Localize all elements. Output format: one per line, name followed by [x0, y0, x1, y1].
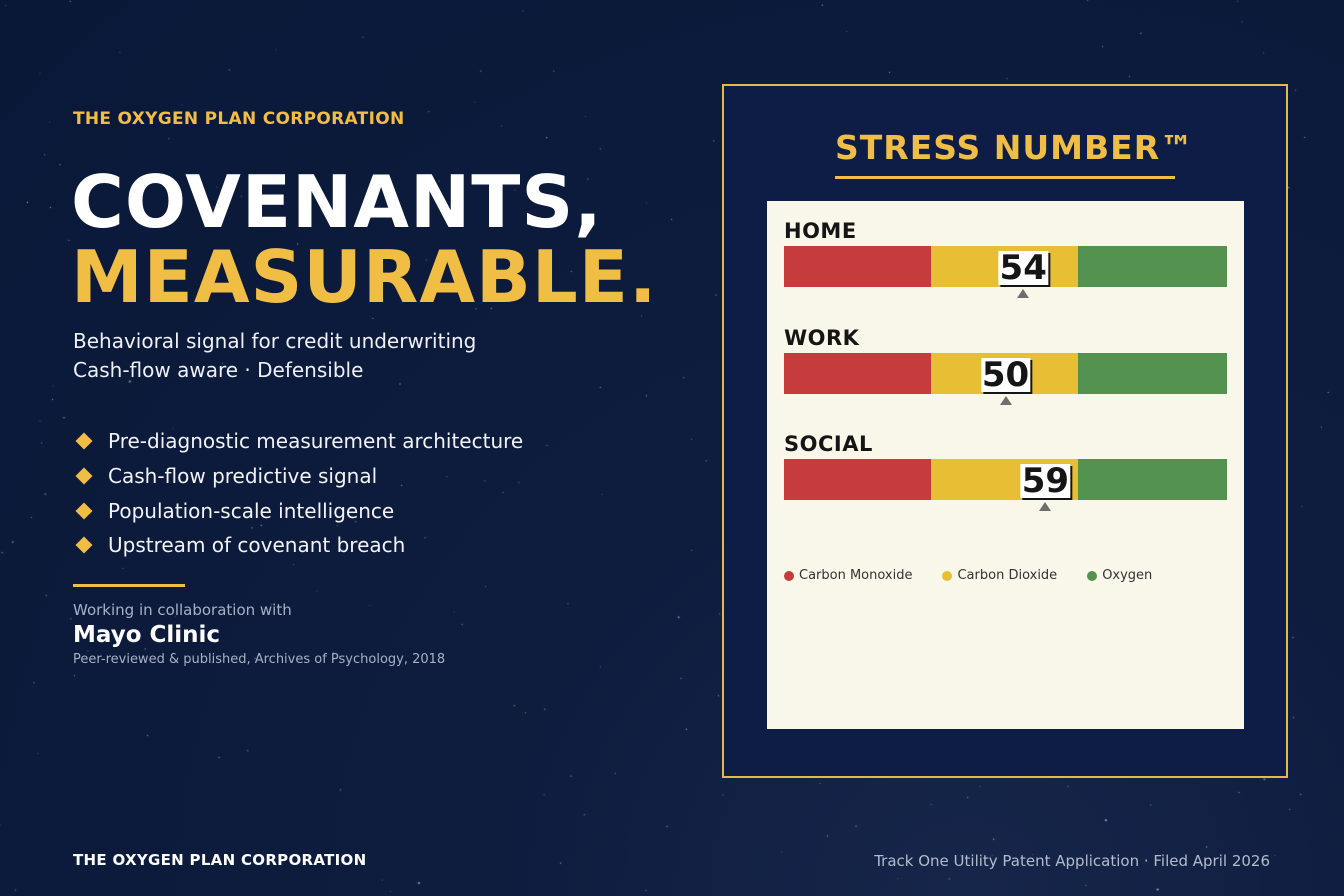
feature-item: Pre-diagnostic measurement architecture	[73, 424, 523, 459]
bar-segment-carbon-monoxide	[784, 246, 931, 287]
diamond-bullet-icon	[75, 502, 93, 520]
subtitle-line-1: Behavioral signal for credit underwritin…	[73, 329, 477, 353]
card-title: STRESS NUMBER™	[835, 128, 1194, 167]
legend: Carbon Monoxide Carbon Dioxide Oxygen	[784, 568, 1182, 583]
footer-patent-note: Track One Utility Patent Application · F…	[874, 852, 1270, 870]
score-marker-social-icon	[1039, 502, 1052, 511]
stress-bar-home	[784, 246, 1227, 287]
bar-segment-carbon-monoxide	[784, 459, 931, 500]
feature-text: Cash-flow predictive signal	[108, 464, 378, 489]
stress-bar-work	[784, 353, 1227, 394]
headline-line-2: MEASURABLE.	[71, 235, 658, 319]
feature-text: Pre-diagnostic measurement architecture	[108, 429, 524, 454]
score-badge-work: 50	[980, 355, 1031, 395]
footer-company-name: THE OXYGEN PLAN CORPORATION	[73, 851, 367, 869]
feature-item: Upstream of covenant breach	[73, 528, 523, 563]
score-marker-home-icon	[1017, 289, 1030, 298]
score-badge-home: 54	[998, 248, 1048, 288]
stress-bar-social	[784, 459, 1227, 500]
legend-item-carbon-dioxide: Carbon Dioxide	[942, 568, 1057, 583]
subtitle-line-2: Cash-flow aware · Defensible	[73, 358, 364, 382]
diamond-bullet-icon	[75, 536, 93, 554]
bar-segment-oxygen	[1078, 246, 1227, 287]
diamond-bullet-icon	[75, 467, 93, 485]
feature-list: Pre-diagnostic measurement architecture …	[73, 424, 523, 563]
card-title-underline	[835, 176, 1175, 179]
bar-segment-oxygen	[1078, 459, 1227, 500]
legend-item-carbon-monoxide: Carbon Monoxide	[784, 568, 912, 583]
card-title-text: STRESS NUMBER™	[835, 128, 1195, 167]
feature-text: Upstream of covenant breach	[108, 533, 406, 558]
metric-label-social: SOCIAL	[784, 432, 873, 456]
legend-label: Carbon Monoxide	[799, 568, 913, 583]
score-badge-social: 59	[1020, 461, 1071, 501]
feature-item: Cash-flow predictive signal	[73, 459, 523, 494]
metric-label-home: HOME	[784, 219, 857, 243]
collaboration-partner: Mayo Clinic	[73, 622, 221, 648]
feature-item: Population-scale intelligence	[73, 493, 523, 528]
collaboration-label: Working in collaboration with	[73, 601, 292, 619]
collaboration-note: Peer-reviewed & published, Archives of P…	[73, 652, 446, 667]
feature-text: Population-scale intelligence	[108, 498, 395, 523]
company-name: THE OXYGEN PLAN CORPORATION	[73, 109, 405, 129]
legend-dot-icon	[1087, 570, 1098, 581]
metric-label-work: WORK	[784, 326, 860, 350]
legend-label: Oxygen	[1102, 568, 1153, 583]
score-marker-work-icon	[999, 396, 1012, 405]
legend-dot-icon	[942, 570, 953, 581]
bar-segment-carbon-monoxide	[784, 353, 931, 394]
legend-label: Carbon Dioxide	[957, 568, 1058, 583]
legend-item-oxygen: Oxygen	[1087, 568, 1152, 583]
legend-dot-icon	[784, 570, 794, 581]
diamond-bullet-icon	[75, 432, 93, 450]
divider-rule	[73, 584, 185, 587]
headline-line-1: COVENANTS,	[71, 160, 603, 244]
bar-segment-oxygen	[1078, 353, 1227, 394]
